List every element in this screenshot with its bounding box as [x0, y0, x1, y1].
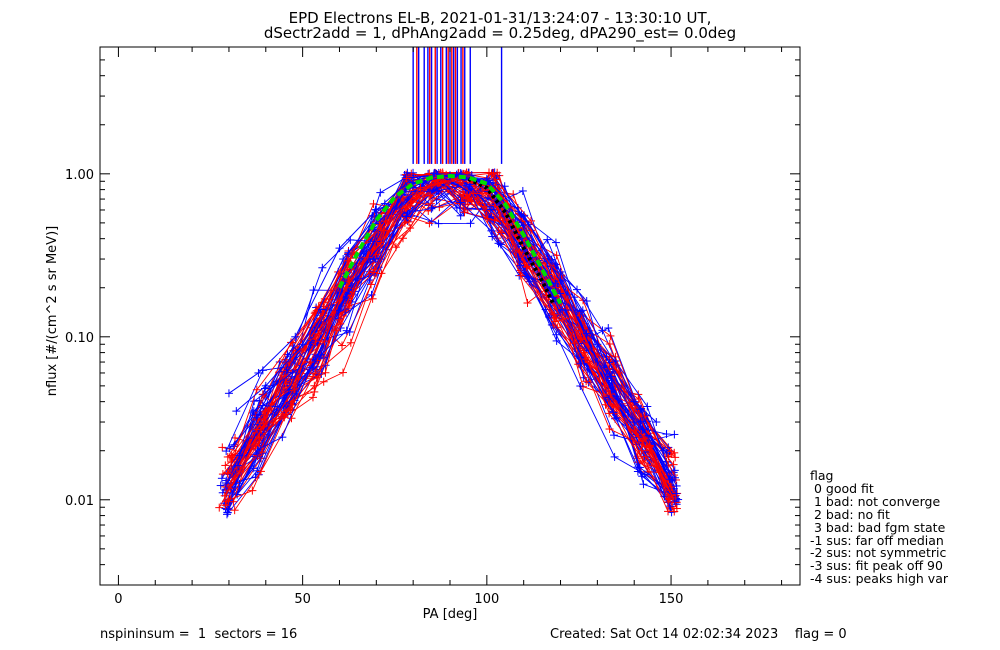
y-tick-label: 1.00 — [65, 168, 94, 183]
distribution-line — [225, 172, 677, 499]
legend-item: 1 bad: not converge — [810, 493, 941, 509]
distribution-line — [227, 172, 674, 498]
footer-left: nspininsum = 1 sectors = 16 — [100, 627, 298, 642]
x-tick-label: 150 — [659, 592, 684, 607]
y-axis-label: nflux [#/(cm^2 s sr MeV)] — [45, 226, 60, 396]
distribution-line — [227, 173, 671, 513]
x-tick-label: 0 — [114, 592, 122, 607]
distribution-line — [229, 174, 667, 475]
distribution-line — [227, 194, 669, 491]
legend-item: 0 good fit — [810, 480, 874, 496]
flag-legend: flag 0 good fit 1 bad: not converge 2 ba… — [810, 468, 949, 587]
distribution-line — [225, 183, 668, 484]
distribution-line — [229, 174, 670, 474]
distribution-line — [230, 174, 669, 503]
distribution-line — [222, 174, 672, 495]
y-tick-label: 0.01 — [65, 494, 94, 509]
distribution-line — [227, 173, 671, 509]
distribution-line — [234, 177, 675, 489]
distribution-line — [225, 172, 676, 503]
x-tick-label: 100 — [474, 592, 499, 607]
distribution-line — [227, 185, 671, 476]
legend-item: -2 sus: not symmetric — [810, 545, 947, 561]
x-axis-label: PA [deg] — [423, 607, 478, 622]
chart-title-line1: EPD Electrons EL-B, 2021-01-31/13:24:07 … — [288, 9, 712, 27]
distribution-line — [230, 173, 669, 474]
median-curve — [467, 177, 555, 305]
legend-item: 3 bad: bad fgm state — [810, 519, 946, 535]
y-tick-label: 0.10 — [65, 331, 94, 346]
distribution-line — [234, 176, 675, 497]
x-tick-label: 50 — [294, 592, 311, 607]
distribution-line — [224, 173, 672, 491]
distribution-line — [224, 171, 670, 500]
distribution-line — [225, 173, 678, 503]
distribution-line — [230, 199, 673, 493]
legend-title: flag — [810, 468, 834, 483]
distribution-line — [226, 173, 675, 496]
distribution-line — [233, 174, 667, 463]
distribution-line — [218, 174, 669, 512]
footer-right: Created: Sat Oct 14 02:02:34 2023 flag =… — [550, 627, 847, 642]
distribution-line — [229, 174, 675, 473]
chart-title-line2: dSectr2add = 1, dPhAng2add = 0.25deg, dP… — [263, 24, 737, 42]
sample-series-line — [235, 175, 665, 452]
legend-item: -3 sus: fit peak off 90 — [810, 558, 943, 574]
legend-item: 2 bad: no fit — [810, 506, 890, 522]
legend-item: -4 sus: peaks high var — [810, 571, 949, 587]
legend-item: -1 sus: far off median — [810, 532, 944, 548]
distribution-line — [232, 176, 675, 502]
fit-curve — [337, 173, 563, 305]
